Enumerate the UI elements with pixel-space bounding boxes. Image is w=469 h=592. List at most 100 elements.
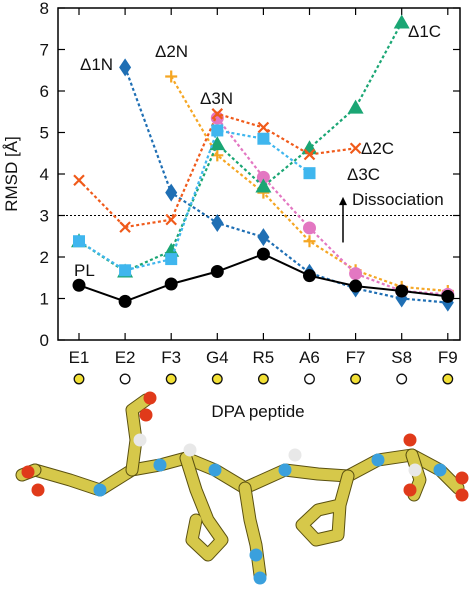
data-point: [165, 253, 178, 266]
x-tick-label: E2: [115, 348, 136, 367]
data-point: [256, 247, 270, 261]
up-arrow-head: [339, 196, 347, 206]
hydrogen-atom: [183, 443, 197, 457]
series-label: Δ3N: [200, 89, 233, 108]
oxygen-atom: [143, 391, 157, 405]
data-point: [349, 267, 363, 281]
series-label: Δ1C: [408, 22, 441, 41]
oxygen-atom: [455, 488, 469, 502]
hydrophobic-residue-marker: [257, 373, 269, 385]
data-point: [73, 235, 85, 248]
hydrophobic-residue-marker: [350, 373, 362, 385]
series-0: [72, 247, 455, 308]
y-tick-label: 3: [40, 207, 49, 226]
y-tick-label: 4: [40, 165, 49, 184]
data-point: [119, 221, 131, 233]
series-label: Δ3C: [347, 165, 380, 184]
residue-marker-open: [304, 373, 315, 385]
y-tick-label: 0: [40, 331, 49, 350]
x-tick-label: E1: [69, 348, 90, 367]
data-point: [165, 183, 178, 202]
data-point: [255, 178, 272, 193]
data-point: [72, 278, 86, 292]
data-point: [73, 174, 85, 187]
data-point: [257, 228, 270, 247]
data-point: [303, 269, 316, 283]
hydrophobic-residue-marker: [211, 373, 223, 385]
data-point: [395, 284, 409, 298]
data-point: [165, 70, 178, 83]
bond: [180, 452, 228, 561]
data-point: [211, 108, 224, 120]
y-tick-label: 8: [40, 0, 49, 18]
data-point: [257, 121, 270, 134]
nitrogen-atom: [278, 463, 292, 477]
nitrogen-atom: [253, 571, 267, 585]
y-axis-label: RMSD [Å]: [2, 136, 21, 212]
data-point: [303, 167, 316, 180]
hydrogen-atom: [288, 448, 302, 462]
x-tick-label: R5: [253, 348, 275, 367]
nitrogen-atom: [208, 463, 222, 477]
data-point: [303, 221, 316, 235]
residue-marker-open: [396, 373, 408, 385]
oxygen-atom: [31, 483, 45, 497]
oxygen-atom: [455, 471, 469, 485]
data-point: [209, 136, 226, 151]
series-6: [73, 124, 316, 277]
ticks: 0 1 2 3 4 5 6 7 8 E1 E2 F3 G4 R5 A6 F7 S8 F9: [40, 0, 460, 385]
data-point: [118, 294, 132, 308]
data-point: [256, 170, 270, 184]
series-line: [124, 66, 448, 304]
oxygen-atom: [21, 465, 35, 479]
x-tick-label: A6: [299, 348, 320, 367]
series-labels: PL Δ1N Δ2N Δ3N Δ1C Δ2C Δ3C: [74, 22, 441, 280]
series-5: [73, 108, 362, 233]
data-point: [257, 132, 270, 145]
residue-marker-open: [119, 373, 131, 385]
bond: [296, 470, 354, 546]
x-tick-label: G4: [206, 348, 229, 367]
x-axis-label: DPA peptide: [211, 402, 304, 421]
y-tick-label: 1: [40, 290, 49, 309]
y-tick-label: 6: [40, 82, 49, 101]
oxygen-atom: [403, 433, 417, 447]
x-tick-label: F9: [438, 348, 458, 367]
data-point: [393, 14, 410, 29]
data-point: [119, 264, 132, 277]
nitrogen-atom: [93, 483, 107, 497]
x-tick-label: F3: [161, 348, 181, 367]
data-point: [347, 99, 364, 114]
series: [71, 14, 455, 312]
peptide-structure-illustration: [15, 391, 469, 585]
threshold-label: Dissociation: [352, 190, 444, 209]
data-point: [211, 213, 224, 232]
data-point: [303, 235, 316, 248]
nitrogen-atom: [249, 548, 263, 562]
y-tick-label: 5: [40, 124, 49, 143]
nitrogen-atom: [371, 453, 385, 467]
series-label: PL: [74, 261, 95, 280]
nitrogen-atom: [153, 458, 167, 472]
x-tick-label: F7: [346, 348, 366, 367]
series-line: [78, 21, 403, 273]
data-point: [303, 148, 316, 161]
series-label: Δ2N: [155, 42, 188, 61]
y-tick-label: 7: [40, 41, 49, 60]
nitrogen-atom: [433, 463, 447, 477]
y-tick-label: 2: [40, 248, 49, 267]
data-point: [349, 279, 363, 293]
series-label: Δ2C: [361, 139, 394, 158]
data-point: [165, 213, 177, 226]
hydrogen-atom: [408, 463, 422, 477]
data-point: [119, 58, 132, 77]
oxygen-atom: [403, 483, 417, 497]
dissociation-threshold: Dissociation: [58, 190, 460, 243]
data-point: [210, 265, 224, 279]
data-point: [349, 142, 362, 155]
data-point: [211, 124, 224, 137]
series-label: Δ1N: [80, 55, 113, 74]
series-line: [78, 129, 311, 272]
data-point: [441, 289, 455, 303]
